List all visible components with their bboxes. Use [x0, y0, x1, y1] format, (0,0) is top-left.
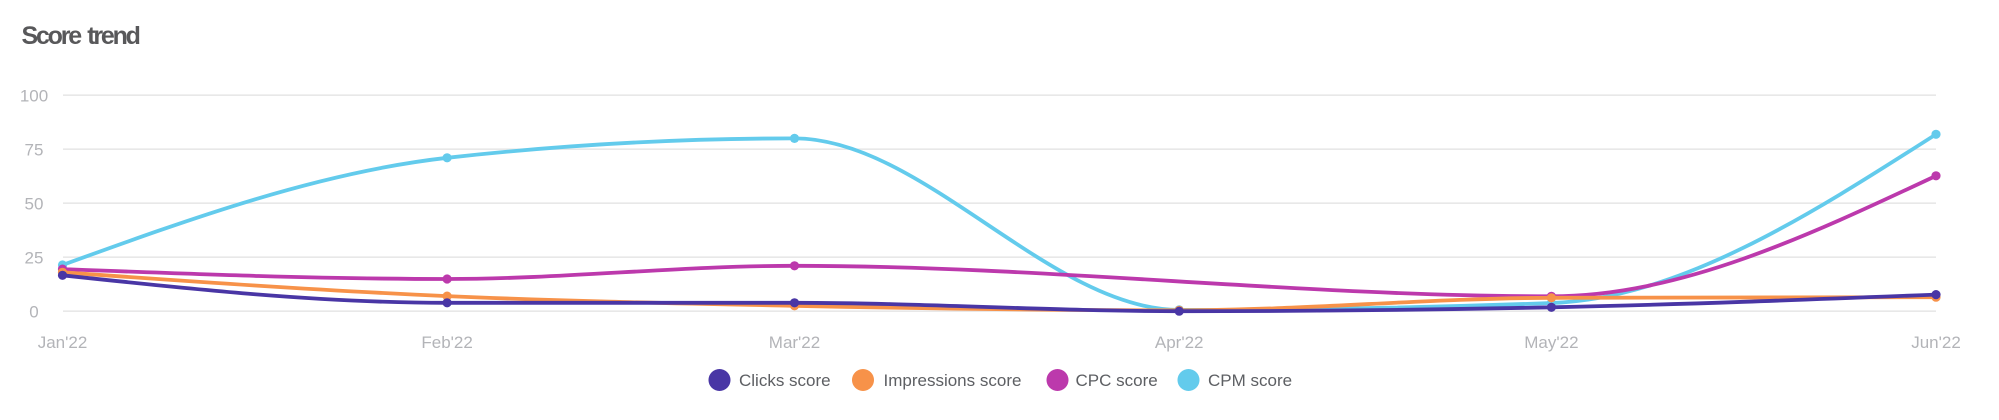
svg-text:CPM score: CPM score	[1208, 371, 1292, 390]
svg-text:75: 75	[25, 140, 44, 159]
svg-text:50: 50	[25, 194, 44, 213]
svg-text:Clicks score: Clicks score	[739, 371, 831, 390]
svg-text:Jan'22: Jan'22	[38, 333, 88, 352]
svg-text:Mar'22: Mar'22	[769, 333, 820, 352]
svg-text:May'22: May'22	[1524, 333, 1578, 352]
svg-text:CPC score: CPC score	[1076, 371, 1158, 390]
svg-text:Feb'22: Feb'22	[421, 333, 472, 352]
svg-text:Score trend: Score trend	[22, 22, 140, 50]
svg-text:25: 25	[25, 248, 44, 267]
svg-text:Impressions score: Impressions score	[884, 371, 1022, 390]
svg-text:Apr'22: Apr'22	[1155, 333, 1204, 352]
svg-text:0: 0	[29, 302, 38, 321]
svg-text:100: 100	[20, 86, 48, 105]
svg-text:Jun'22: Jun'22	[1911, 333, 1961, 352]
